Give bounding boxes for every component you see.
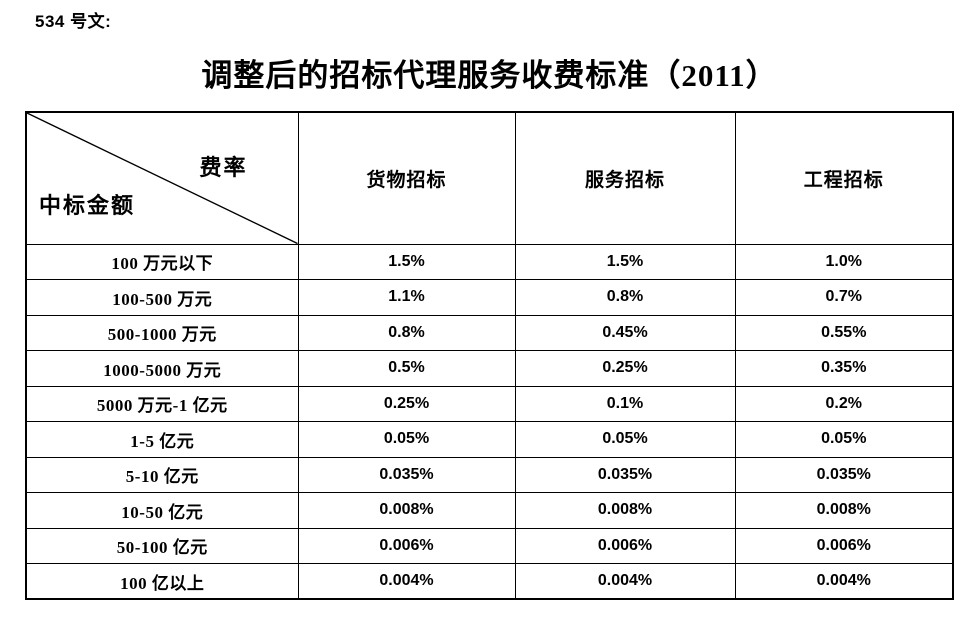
row-label: 1000-5000 万元 [25,350,299,387]
corner-label-fee-rate: 费率 [199,155,248,180]
row-label: 1-5 亿元 [25,421,299,458]
rate-cell: 0.006% [734,527,954,564]
rate-cell: 1.5% [297,243,516,280]
fee-table-body: 100 万元以下 1.5% 1.5% 1.0% 100-500 万元 1.1% 0.8% 0.… [25,243,954,600]
corner-label-bid-amount: 中标金额 [39,193,136,218]
corner-header-cell: 费率 中标金额 [25,111,299,245]
rate-cell: 0.1% [514,385,736,422]
table-row: 5-10 亿元 0.035% 0.035% 0.035% [25,456,954,493]
row-label: 100-500 万元 [25,279,299,316]
rate-cell: 0.004% [297,563,516,600]
rate-cell: 0.004% [734,563,954,600]
doc-number-label: 534 号文: [35,12,112,31]
table-row: 1000-5000 万元 0.5% 0.25% 0.35% [25,350,954,387]
column-header-services: 服务招标 [514,111,736,245]
rate-cell: 0.05% [514,421,736,458]
table-row: 5000 万元-1 亿元 0.25% 0.1% 0.2% [25,385,954,422]
rate-cell: 0.008% [514,492,736,529]
table-row: 100 亿以上 0.004% 0.004% 0.004% [25,563,954,600]
rate-cell: 0.004% [514,563,736,600]
rate-cell: 0.035% [514,456,736,493]
rate-cell: 0.45% [514,314,736,351]
rate-cell: 0.8% [514,279,736,316]
rate-cell: 0.7% [734,279,954,316]
row-label: 10-50 亿元 [25,492,299,529]
row-label: 500-1000 万元 [25,314,299,351]
rate-cell: 1.1% [297,279,516,316]
rate-cell: 0.25% [297,385,516,422]
table-row: 100-500 万元 1.1% 0.8% 0.7% [25,279,954,316]
rate-cell: 0.55% [734,314,954,351]
fee-rate-table: 费率 中标金额 货物招标 服务招标 工程招标 100 万元以下 1.5% 1.5% 1… [25,111,954,600]
rate-cell: 0.2% [734,385,954,422]
rate-cell: 1.0% [734,243,954,280]
row-label: 100 亿以上 [25,563,299,600]
rate-cell: 0.5% [297,350,516,387]
rate-cell: 0.006% [514,527,736,564]
table-row: 500-1000 万元 0.8% 0.45% 0.55% [25,314,954,351]
rate-cell: 0.006% [297,527,516,564]
table-row: 50-100 亿元 0.006% 0.006% 0.006% [25,527,954,564]
table-row: 10-50 亿元 0.008% 0.008% 0.008% [25,492,954,529]
row-label: 5000 万元-1 亿元 [25,385,299,422]
rate-cell: 0.25% [514,350,736,387]
rate-cell: 0.8% [297,314,516,351]
column-header-goods: 货物招标 [297,111,516,245]
rate-cell: 0.035% [734,456,954,493]
row-label: 50-100 亿元 [25,527,299,564]
page-title: 调整后的招标代理服务收费标准（2011） [201,58,778,93]
table-row: 1-5 亿元 0.05% 0.05% 0.05% [25,421,954,458]
table-header-row: 费率 中标金额 货物招标 服务招标 工程招标 [25,111,954,245]
rate-cell: 0.05% [734,421,954,458]
rate-cell: 0.05% [297,421,516,458]
diagonal-divider-line [27,113,298,244]
rate-cell: 0.008% [734,492,954,529]
rate-cell: 0.008% [297,492,516,529]
column-header-engineering: 工程招标 [734,111,954,245]
rate-cell: 1.5% [514,243,736,280]
rate-cell: 0.035% [297,456,516,493]
table-row: 100 万元以下 1.5% 1.5% 1.0% [25,243,954,280]
row-label: 100 万元以下 [25,243,299,280]
row-label: 5-10 亿元 [25,456,299,493]
rate-cell: 0.35% [734,350,954,387]
